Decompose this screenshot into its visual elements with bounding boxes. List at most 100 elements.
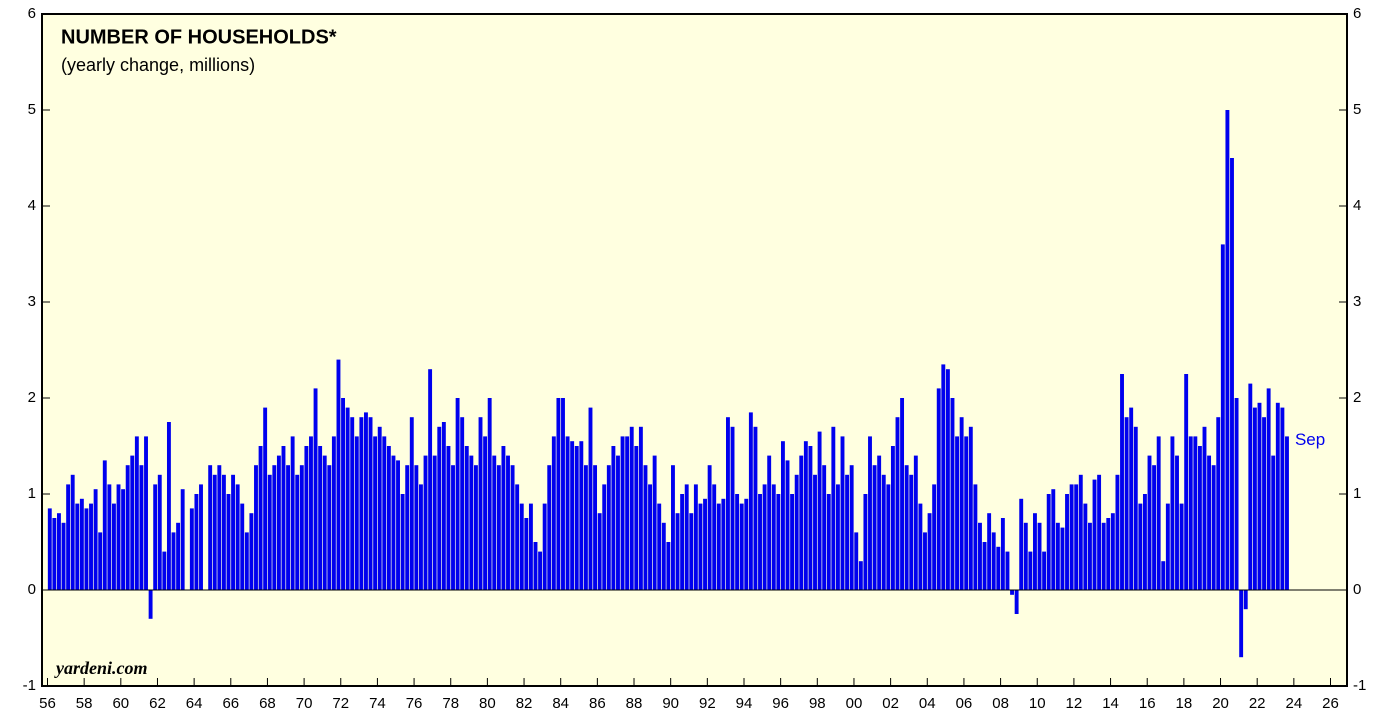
bar (602, 484, 607, 590)
x-tick-label: 82 (516, 695, 533, 712)
bar (831, 426, 836, 590)
end-label: Sep (1295, 430, 1325, 449)
bar (574, 446, 579, 590)
bar (959, 417, 964, 590)
bar (400, 494, 405, 590)
y2-tick-label: 3 (1353, 293, 1361, 310)
x-tick-label: 04 (919, 695, 936, 712)
bar (276, 455, 281, 590)
bar (780, 441, 785, 590)
bar (1101, 522, 1106, 590)
bar (286, 465, 291, 590)
bar (524, 518, 529, 590)
x-tick-label: 68 (259, 695, 276, 712)
bar (620, 436, 625, 590)
bar (693, 484, 698, 590)
bar (272, 465, 277, 590)
bar (671, 465, 675, 590)
bar (1023, 522, 1028, 590)
x-tick-label: 06 (956, 695, 973, 712)
bar (318, 446, 323, 590)
bar (144, 436, 148, 590)
bar (1252, 407, 1257, 590)
x-tick-label: 78 (442, 695, 459, 712)
x-tick-label: 80 (479, 695, 496, 712)
bar (1120, 374, 1124, 590)
bar (446, 446, 451, 590)
y-tick-label: 0 (28, 581, 36, 598)
bar (790, 494, 795, 590)
bar (648, 484, 653, 590)
bar (1275, 402, 1280, 590)
bar (322, 455, 327, 590)
bar (996, 546, 1001, 590)
bar (1078, 474, 1083, 590)
bar (561, 398, 565, 590)
bar (826, 494, 831, 590)
y-tick-label: 5 (28, 101, 36, 118)
bar (1156, 436, 1161, 590)
bar (753, 426, 758, 590)
bar (712, 484, 717, 590)
bar (166, 422, 171, 590)
bar (588, 407, 593, 590)
bar (483, 436, 488, 590)
x-tick-label: 12 (1066, 695, 1083, 712)
bar (1110, 513, 1115, 590)
x-tick-label: 16 (1139, 695, 1156, 712)
bar (217, 465, 222, 590)
bar (1248, 383, 1253, 590)
bar (528, 503, 533, 590)
y2-tick-label: 2 (1353, 389, 1361, 406)
bar (978, 522, 982, 590)
bar (758, 494, 762, 590)
bar (817, 431, 822, 590)
bar (872, 465, 877, 590)
bar (1014, 590, 1019, 614)
bar (79, 498, 84, 590)
bar (721, 498, 726, 590)
bar (973, 484, 978, 590)
bar (776, 494, 781, 590)
bar (666, 542, 671, 590)
bar (845, 474, 850, 590)
x-tick-label: 02 (882, 695, 899, 712)
bar (849, 465, 854, 590)
y2-tick-label: -1 (1353, 677, 1366, 694)
bar (909, 474, 914, 590)
y2-tick-label: 4 (1353, 197, 1361, 214)
bar (858, 561, 863, 590)
x-tick-label: 60 (112, 695, 129, 712)
bar (437, 426, 442, 590)
bar (1037, 522, 1042, 590)
y-tick-label: 1 (28, 485, 36, 502)
x-tick-label: 88 (626, 695, 643, 712)
x-tick-label: 20 (1212, 695, 1229, 712)
bar (61, 522, 66, 590)
bar (1055, 522, 1060, 590)
x-tick-label: 58 (76, 695, 93, 712)
bar (698, 503, 703, 590)
bar (84, 508, 89, 590)
bar (249, 513, 254, 590)
bar (863, 494, 868, 590)
bar (597, 513, 602, 590)
bar (157, 474, 162, 590)
bar (950, 398, 955, 590)
bar (336, 359, 341, 590)
bar (496, 465, 501, 590)
bar (47, 508, 52, 590)
bar (1266, 388, 1271, 590)
x-tick-label: 72 (332, 695, 349, 712)
bar (616, 455, 620, 590)
bar (396, 460, 400, 590)
bar (551, 436, 556, 590)
bar (1033, 513, 1037, 590)
x-tick-label: 18 (1176, 695, 1193, 712)
bar (382, 436, 387, 590)
bar (345, 407, 350, 590)
x-tick-label: 98 (809, 695, 826, 712)
bar (730, 426, 735, 590)
bar (835, 484, 840, 590)
